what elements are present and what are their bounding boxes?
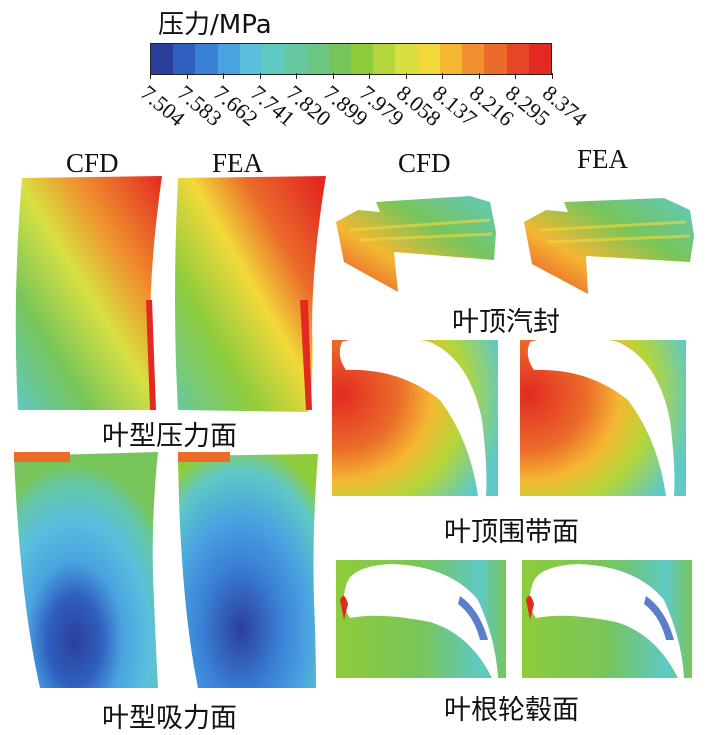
header-fea-blade: FEA <box>212 148 264 178</box>
caption-pressure-surface: 叶型压力面 <box>102 421 237 452</box>
caption-tip-shroud: 叶顶围带面 <box>444 517 579 548</box>
colorbar-segment <box>484 44 507 74</box>
tip-shroud-cfd <box>332 336 498 496</box>
colorbar-tick <box>405 73 407 79</box>
colorbar-segment <box>439 44 463 74</box>
caption-tip-seal: 叶顶汽封 <box>452 307 560 338</box>
colorbar-segment <box>284 44 307 74</box>
colorbar-segment <box>262 44 285 74</box>
colorbar-tick <box>259 73 261 79</box>
colorbar-segment <box>217 44 240 74</box>
legend-title: 压力/MPa <box>158 10 272 40</box>
colorbar-tick <box>332 73 334 79</box>
suction-surface-cfd <box>14 452 158 688</box>
colorbar-segment <box>373 44 396 74</box>
colorbar-segment <box>173 44 196 74</box>
colorbar-tick <box>369 73 371 79</box>
colorbar-segment <box>195 44 218 74</box>
colorbar-tick <box>150 73 151 79</box>
colorbar-segment <box>350 44 374 74</box>
colorbar-segment <box>239 44 263 74</box>
header-fea-seal: FEA <box>577 144 629 174</box>
tip-seal-fea <box>524 198 694 294</box>
colorbar-segment <box>506 44 529 74</box>
colorbar-tick <box>478 73 480 79</box>
colorbar-tick <box>223 73 225 79</box>
caption-suction-surface: 叶型吸力面 <box>102 703 237 734</box>
suction-surface-fea <box>178 454 318 688</box>
colorbar-tick <box>296 73 298 79</box>
colorbar-segment <box>151 44 174 74</box>
colorbar-tick <box>552 73 553 79</box>
colorbar-segment <box>417 44 440 74</box>
colorbar-tick <box>442 73 444 79</box>
hub-cfd <box>336 560 506 678</box>
pressure-surface-cfd <box>15 176 162 410</box>
hub-fea <box>522 560 692 678</box>
header-cfd-blade: CFD <box>66 148 119 178</box>
colorbar-tick <box>186 73 188 79</box>
colorbar-tick <box>515 73 517 79</box>
colorbar-segment <box>328 44 351 74</box>
pressure-surface-fea <box>175 176 326 412</box>
pressure-colorbar <box>150 43 552 75</box>
tip-seal-cfd <box>336 196 496 292</box>
colorbar-segment <box>528 44 551 74</box>
colorbar-segment <box>306 44 329 74</box>
caption-hub: 叶根轮毂面 <box>444 695 579 726</box>
header-cfd-seal: CFD <box>398 148 451 178</box>
tip-shroud-fea <box>520 336 686 496</box>
colorbar-segment <box>395 44 418 74</box>
colorbar-segment <box>462 44 485 74</box>
